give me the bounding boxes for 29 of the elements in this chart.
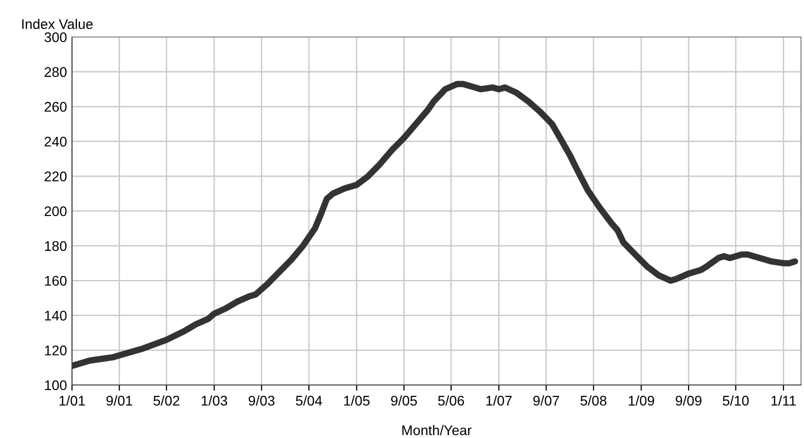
x-tick-label: 1/05	[344, 395, 370, 406]
y-tick-label: 180	[45, 241, 67, 251]
x-tick-label: 9/01	[106, 395, 132, 406]
y-axis-title: Index Value	[22, 18, 93, 30]
x-tick-label: 1/11	[772, 395, 796, 406]
y-tick-label: 300	[44, 32, 67, 42]
x-tick-label: 1/09	[628, 395, 654, 406]
y-tick-label: 160	[45, 276, 67, 286]
y-tick-label: 240	[44, 136, 67, 147]
x-tick-label: 9/09	[676, 395, 702, 406]
y-tick-label: 200	[44, 206, 67, 216]
y-tick-label: 100	[45, 380, 67, 390]
x-axis-title: Month/Year	[402, 425, 472, 436]
y-tick-label: 120	[45, 346, 67, 356]
y-tick-label: 140	[45, 310, 67, 321]
x-tick-label: 5/04	[296, 395, 322, 406]
x-tick-label: 1/07	[486, 395, 512, 406]
x-tick-label: 5/06	[438, 395, 464, 406]
y-tick-label: 260	[44, 102, 67, 112]
x-tick-label: 1/03	[202, 395, 228, 406]
x-tick-label: 9/07	[533, 395, 559, 406]
x-tick-label: 5/08	[580, 395, 606, 406]
x-tick-label: 5/02	[154, 395, 180, 406]
x-tick-label: 5/10	[722, 395, 749, 406]
y-tick-label: 280	[44, 67, 67, 77]
x-tick-label: 9/05	[391, 395, 417, 406]
y-tick-label: 220	[44, 172, 67, 182]
x-tick-label: 9/03	[248, 395, 274, 406]
x-tick-label: 1/01	[60, 395, 85, 406]
